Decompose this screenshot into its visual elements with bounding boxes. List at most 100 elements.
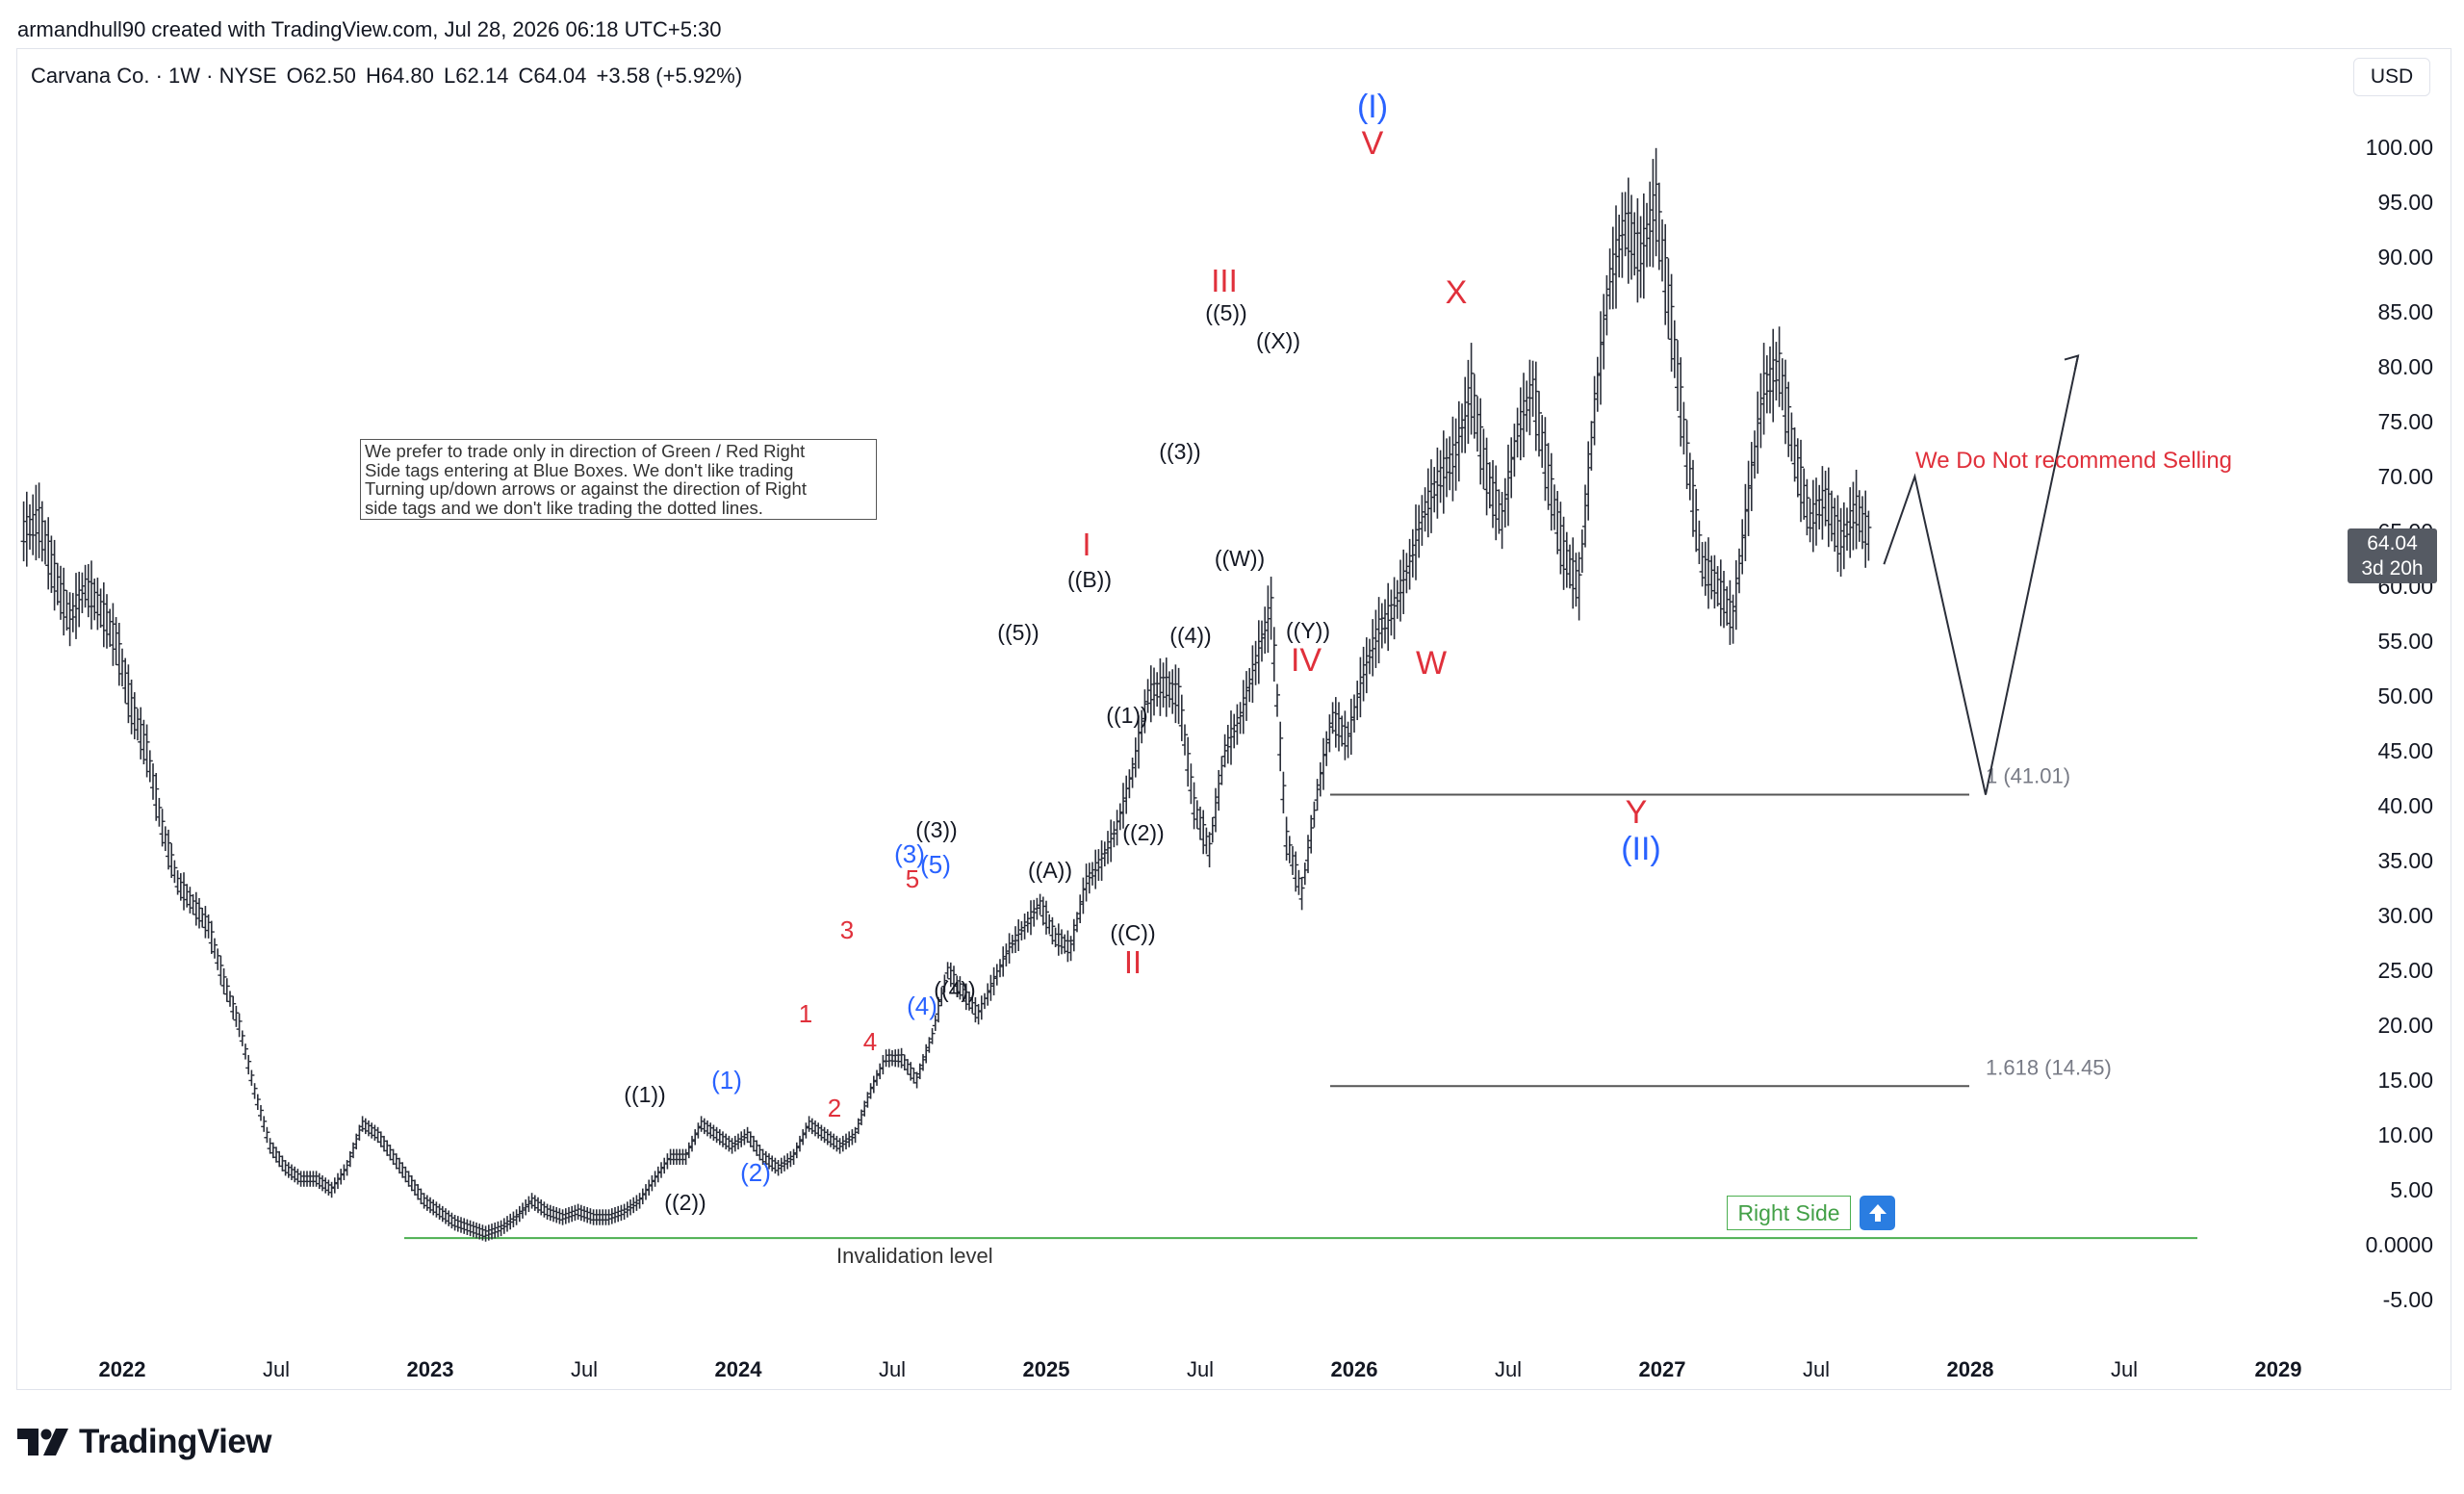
wave-label: IV: [1291, 642, 1322, 679]
y-tick-label: 5.00: [2390, 1177, 2433, 1202]
y-tick-label: 80.00: [2377, 354, 2433, 379]
wave-label: ((2)): [664, 1190, 706, 1215]
chart-credit: armandhull90 created with TradingView.co…: [17, 17, 722, 41]
chart-frame: [16, 48, 2451, 1390]
recommendation-text: We Do Not recommend Selling: [1915, 448, 2233, 474]
fib-level-label: 1 (41.01): [1986, 763, 2070, 787]
x-tick-label: Jul: [879, 1357, 906, 1381]
up-arrow-icon: [1860, 1196, 1895, 1230]
symbol-legend: Carvana Co. · 1W · NYSE O62.50 H64.80 L6…: [31, 64, 746, 89]
wave-label: I: [1082, 527, 1091, 562]
y-tick-label: 30.00: [2377, 903, 2433, 928]
y-tick-label: 95.00: [2377, 190, 2433, 215]
change-value: +3.58 (+5.92%): [596, 64, 743, 88]
y-tick-label: 20.00: [2377, 1013, 2433, 1038]
wave-label: 4: [863, 1027, 877, 1056]
symbol-title[interactable]: Carvana Co. · 1W · NYSE: [31, 64, 277, 88]
y-tick-label: 45.00: [2377, 738, 2433, 763]
low-value: L62.14: [444, 64, 509, 88]
x-tick-label: 2027: [1639, 1357, 1686, 1381]
wave-label: ((2)): [1122, 820, 1164, 845]
wave-label: (II): [1621, 831, 1661, 867]
close-value: C64.04: [518, 64, 587, 88]
wave-label: 2: [828, 1094, 841, 1122]
wave-label: Y: [1626, 794, 1648, 831]
x-tick-label: 2029: [2255, 1357, 2302, 1381]
wave-label: ((B)): [1067, 567, 1112, 592]
y-tick-label: 15.00: [2377, 1068, 2433, 1093]
wave-label: X: [1446, 274, 1468, 311]
wave-label: (2): [740, 1158, 771, 1187]
x-tick-label: 2024: [715, 1357, 763, 1381]
x-tick-label: 2022: [99, 1357, 146, 1381]
wave-label: V: [1362, 125, 1384, 162]
wave-label: ((X)): [1256, 328, 1300, 353]
y-tick-label: 85.00: [2377, 299, 2433, 324]
wave-label: 5: [906, 864, 919, 893]
wave-label: ((4)): [934, 977, 975, 1002]
wave-label: ((3)): [1159, 439, 1200, 464]
y-tick-label: 100.00: [2366, 135, 2433, 160]
y-tick-label: 70.00: [2377, 464, 2433, 489]
bar-countdown: 3d 20h: [2361, 557, 2424, 580]
wave-label: (1): [711, 1066, 742, 1095]
invalidation-label: Invalidation level: [836, 1244, 993, 1268]
y-tick-label: 0.0000: [2366, 1232, 2433, 1257]
tradingview-logo-icon: [17, 1429, 68, 1455]
y-tick-label: 25.00: [2377, 958, 2433, 983]
wave-label: ((4)): [1169, 623, 1211, 648]
x-tick-label: 2025: [1023, 1357, 1070, 1381]
y-tick-label: 75.00: [2377, 409, 2433, 434]
y-tick-label: 35.00: [2377, 848, 2433, 873]
wave-label: ((C)): [1110, 920, 1155, 945]
wave-label: (4): [907, 992, 937, 1020]
note-line: Side tags entering at Blue Boxes. We don…: [365, 459, 794, 480]
x-tick-label: 2028: [1947, 1357, 1994, 1381]
wave-label: (3): [894, 839, 925, 868]
note-line: Turning up/down arrows or against the di…: [365, 478, 807, 499]
y-tick-label: 90.00: [2377, 245, 2433, 270]
tradingview-logo-text: TradingView: [79, 1423, 272, 1460]
x-tick-label: Jul: [263, 1357, 290, 1381]
wave-label: 3: [840, 915, 854, 944]
y-tick-label: 10.00: [2377, 1122, 2433, 1147]
last-price-tag: 64.04 3d 20h: [2348, 528, 2437, 583]
wave-label: W: [1416, 645, 1447, 682]
x-tick-label: 2023: [407, 1357, 454, 1381]
wave-label: ((5)): [1205, 300, 1246, 325]
wave-label: ((1)): [1106, 703, 1147, 728]
wave-label: (I): [1357, 89, 1388, 125]
wave-label: ((W)): [1215, 546, 1265, 571]
wave-label: II: [1124, 944, 1142, 980]
y-tick-label: 50.00: [2377, 683, 2433, 708]
note-line: We prefer to trade only in direction of …: [365, 441, 806, 461]
wave-label: ((1)): [624, 1082, 665, 1107]
wave-label: III: [1211, 263, 1238, 298]
wave-label: 1: [799, 999, 812, 1028]
wave-label: ((A)): [1028, 858, 1072, 883]
high-value: H64.80: [365, 64, 434, 88]
x-tick-label: Jul: [1495, 1357, 1522, 1381]
currency-button[interactable]: USD: [2353, 58, 2430, 96]
x-tick-label: Jul: [1803, 1357, 1830, 1381]
x-tick-label: Jul: [571, 1357, 598, 1381]
projection-path: [1883, 355, 2079, 795]
wave-label: ((Y)): [1286, 618, 1330, 643]
last-price: 64.04: [2367, 532, 2418, 554]
y-tick-label: -5.00: [2383, 1287, 2433, 1312]
right-side-tag: Right Side: [1727, 1196, 1851, 1230]
x-tick-label: Jul: [1187, 1357, 1214, 1381]
y-tick-label: 40.00: [2377, 793, 2433, 818]
note-line: side tags and we don't like trading the …: [365, 497, 763, 518]
projection-arrowhead: [2064, 354, 2080, 370]
wave-label: (5): [920, 850, 951, 879]
wave-label: ((3)): [915, 817, 957, 842]
x-tick-label: Jul: [2111, 1357, 2138, 1381]
y-tick-label: 55.00: [2377, 629, 2433, 654]
open-value: O62.50: [286, 64, 356, 88]
trading-note-box: We prefer to trade only in direction of …: [360, 439, 877, 520]
tradingview-logo[interactable]: TradingView: [17, 1423, 272, 1461]
x-tick-label: 2026: [1331, 1357, 1378, 1381]
fib-level-label: 1.618 (14.45): [1986, 1055, 2112, 1079]
